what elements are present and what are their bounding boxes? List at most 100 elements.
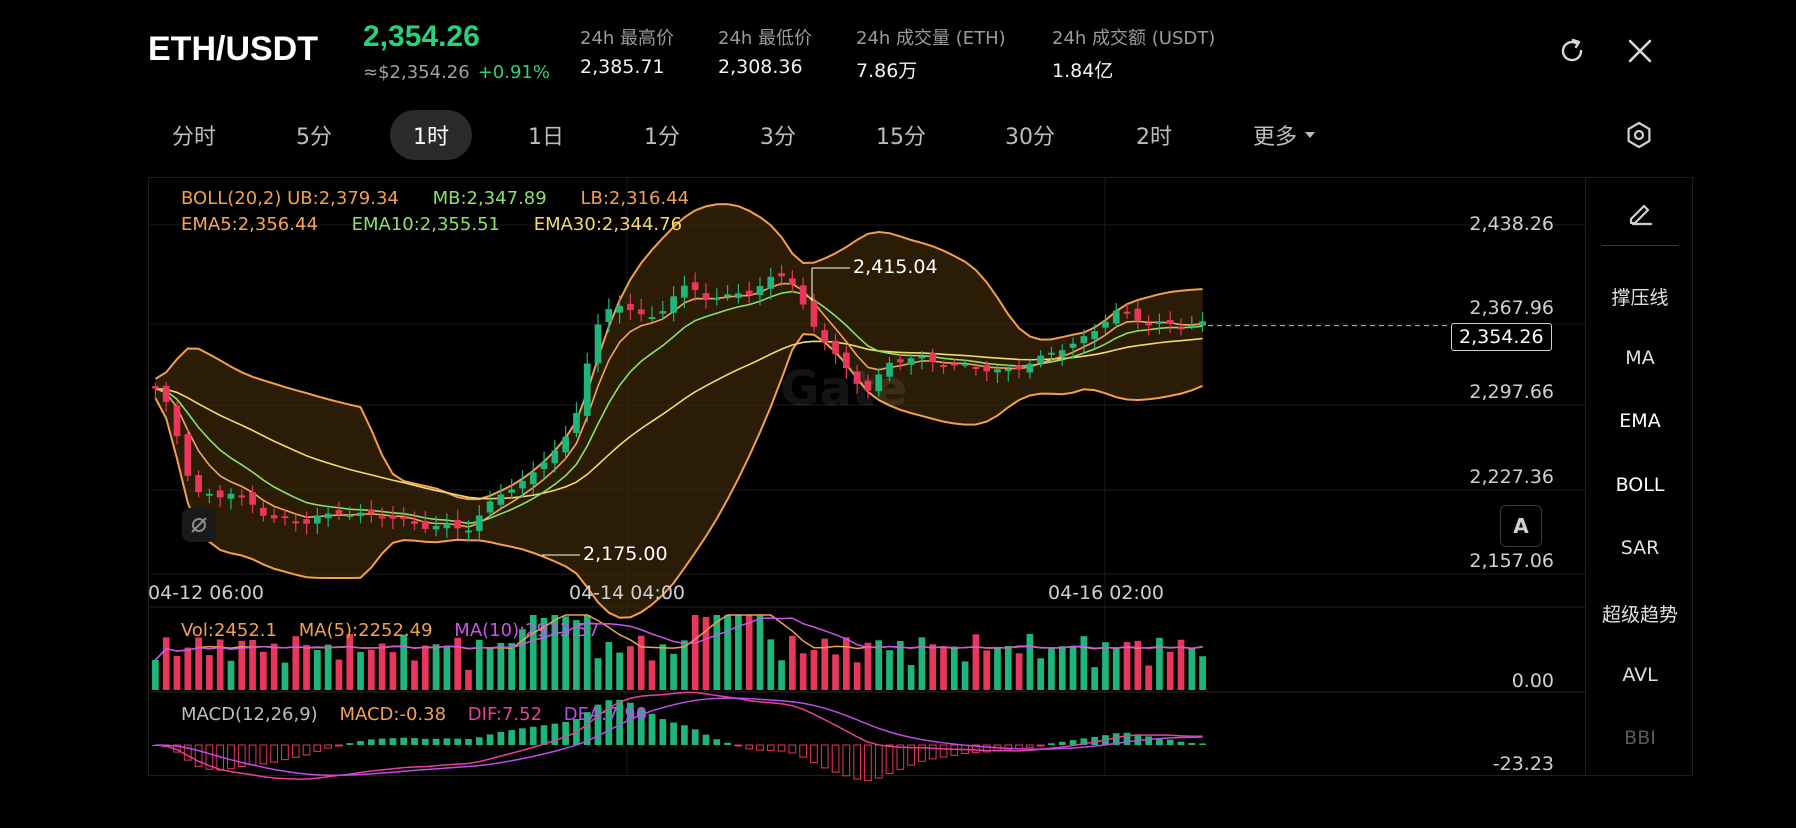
tab-5m[interactable]: 5分 <box>296 125 332 150</box>
tab-1m[interactable]: 1分 <box>644 125 680 150</box>
volume-bar <box>443 646 451 690</box>
pencil-icon[interactable] <box>1586 187 1694 237</box>
candle-body <box>508 489 516 493</box>
candle-body <box>443 523 451 529</box>
tab-3m[interactable]: 3分 <box>760 125 796 150</box>
refresh-icon[interactable] <box>1550 29 1594 73</box>
macd-bar <box>400 737 408 745</box>
macd-legend: MACD(12,26,9) MACD:-0.38 DIF:7.52 DEA:7.… <box>181 704 647 725</box>
volume-bar <box>206 655 213 690</box>
tab-fenshi[interactable]: 分时 <box>171 125 216 150</box>
macd-bar <box>237 744 246 767</box>
volume-bar <box>1188 647 1196 690</box>
volume-bar <box>961 661 969 690</box>
sidebar-item-support-resistance[interactable]: 撑压线 <box>1611 287 1669 309</box>
candle-body <box>206 493 213 496</box>
volume-bar <box>810 649 818 690</box>
candle-body <box>216 490 224 498</box>
stat-volume: 24h 成交量 (ETH) 7.86万 <box>856 24 1006 83</box>
candle-body <box>735 293 742 298</box>
candle-body <box>724 294 731 297</box>
candle-body <box>1134 308 1142 321</box>
candle-body <box>918 356 926 359</box>
macd-bar <box>831 744 840 773</box>
sidebar-item-supertrend[interactable]: 超级趋势 <box>1601 604 1678 626</box>
candle-body <box>227 493 235 499</box>
indicator-toggle-button[interactable] <box>182 508 216 542</box>
macd-bar <box>885 744 894 775</box>
candle-body <box>648 317 656 320</box>
tab-more-label: 更多 <box>1252 125 1297 150</box>
macd-bar <box>1156 737 1163 745</box>
vol-legend: Vol:2452.1 MA(5):2252.49 MA(10):2973.57 <box>181 620 600 641</box>
macd-bar <box>842 744 851 777</box>
candle-body <box>972 366 980 369</box>
auto-scale-button[interactable]: A <box>1500 505 1542 547</box>
tab-1d[interactable]: 1日 <box>528 125 564 150</box>
candle-body <box>400 516 408 519</box>
sidebar-item-ma[interactable]: MA <box>1625 347 1655 369</box>
tab-1h[interactable]: 1时 <box>390 110 472 160</box>
macd-bar <box>281 744 289 761</box>
candle-body <box>907 358 915 365</box>
sidebar-item-avl[interactable]: AVL <box>1622 664 1658 686</box>
volume-bar <box>324 644 332 690</box>
volume-bar <box>1102 642 1109 690</box>
volume-bar <box>195 637 202 690</box>
candle-body <box>357 512 364 517</box>
candle-body <box>1177 327 1185 330</box>
volume-bar <box>1156 637 1163 690</box>
macd-bar <box>183 744 192 761</box>
candle-body <box>1004 368 1012 372</box>
candle-body <box>519 480 526 489</box>
candle-body <box>594 324 602 364</box>
candle-body <box>270 515 278 519</box>
candle-body <box>551 450 559 464</box>
tab-15m[interactable]: 15分 <box>876 125 926 150</box>
macd-bar <box>324 744 332 749</box>
grid-lines <box>150 178 1585 775</box>
tab-more[interactable]: 更多 <box>1240 110 1330 160</box>
macd-bar <box>1166 739 1174 745</box>
vol-value: Vol:2452.1 <box>181 620 277 641</box>
macd-bar <box>637 707 645 745</box>
candle-body <box>1069 343 1077 348</box>
candle-body <box>195 475 202 493</box>
volume-bar <box>691 615 699 690</box>
macd-bar <box>648 713 656 745</box>
volume-bar <box>713 615 721 690</box>
tab-2h[interactable]: 2时 <box>1136 125 1172 150</box>
volume-bar <box>281 662 289 690</box>
macd-bar <box>659 719 667 745</box>
volume-bar <box>292 636 300 690</box>
sidebar-item-sar[interactable]: SAR <box>1620 537 1660 559</box>
tab-30m[interactable]: 30分 <box>1005 125 1055 150</box>
volume-bar <box>173 655 181 690</box>
sidebar-item-ema[interactable]: EMA <box>1619 410 1661 432</box>
sidebar-item-bbi[interactable]: BBI <box>1624 727 1656 749</box>
macd-bar <box>432 738 440 745</box>
high-annotation: 2,415.04 <box>853 256 938 278</box>
stat-value: 2,385.71 <box>580 56 665 78</box>
candle-body <box>670 296 677 313</box>
candle-body <box>627 303 634 311</box>
close-icon[interactable] <box>1618 29 1662 73</box>
macd-bar <box>864 744 872 782</box>
candle-body <box>367 509 375 514</box>
volume-bar <box>227 660 235 690</box>
macd-bar <box>540 725 548 745</box>
indicator-sidebar: 撑压线 MA EMA BOLL SAR 超级趋势 AVL BBI <box>1585 177 1693 776</box>
ema5-value: EMA5:2,356.44 <box>181 214 318 235</box>
candle-body <box>605 309 613 322</box>
macd-bar <box>853 744 861 780</box>
stat-turnover: 24h 成交额 (USDT) 1.84亿 <box>1052 24 1215 83</box>
volume-bar <box>756 615 764 690</box>
sidebar-item-boll[interactable]: BOLL <box>1615 474 1665 496</box>
chart-frame[interactable] <box>148 177 1693 776</box>
candle-body <box>983 364 991 372</box>
volume-bar <box>864 642 872 690</box>
macd-bar <box>291 744 300 758</box>
settings-hexagon-icon[interactable] <box>1617 113 1661 157</box>
candle-body <box>961 363 969 366</box>
